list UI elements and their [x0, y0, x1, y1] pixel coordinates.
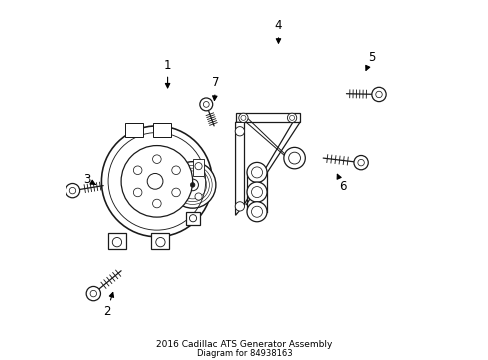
Circle shape — [371, 87, 386, 102]
FancyBboxPatch shape — [124, 123, 142, 137]
Circle shape — [246, 202, 266, 222]
Circle shape — [171, 188, 180, 197]
Circle shape — [121, 145, 192, 217]
Polygon shape — [185, 212, 200, 225]
Text: 5: 5 — [365, 51, 374, 71]
Circle shape — [200, 98, 212, 111]
Circle shape — [353, 156, 367, 170]
Circle shape — [195, 163, 202, 170]
Circle shape — [287, 113, 296, 122]
Text: 1: 1 — [163, 59, 171, 88]
Text: 6: 6 — [336, 174, 346, 193]
Circle shape — [246, 162, 266, 183]
Polygon shape — [108, 233, 125, 249]
Text: 3: 3 — [82, 173, 95, 186]
Circle shape — [235, 127, 244, 136]
Circle shape — [152, 155, 161, 163]
Circle shape — [190, 183, 195, 187]
Text: 4: 4 — [274, 19, 282, 43]
Circle shape — [195, 193, 202, 200]
Circle shape — [133, 188, 142, 197]
Circle shape — [101, 126, 212, 237]
Circle shape — [186, 179, 198, 191]
Circle shape — [133, 166, 142, 175]
Text: 7: 7 — [212, 76, 219, 100]
Circle shape — [156, 238, 165, 247]
FancyBboxPatch shape — [153, 123, 171, 137]
Circle shape — [238, 113, 247, 122]
Circle shape — [171, 166, 180, 175]
Circle shape — [169, 162, 215, 208]
Polygon shape — [235, 122, 244, 215]
Circle shape — [86, 287, 100, 301]
Text: 2016 Cadillac ATS Generator Assembly: 2016 Cadillac ATS Generator Assembly — [156, 340, 332, 349]
Circle shape — [235, 202, 244, 211]
Text: 2: 2 — [103, 292, 113, 318]
Circle shape — [152, 199, 161, 208]
Polygon shape — [151, 233, 169, 249]
Circle shape — [189, 215, 196, 222]
Circle shape — [283, 147, 305, 169]
Circle shape — [65, 184, 80, 198]
Circle shape — [147, 174, 163, 189]
Circle shape — [112, 238, 122, 247]
FancyBboxPatch shape — [193, 158, 203, 176]
Text: Diagram for 84938163: Diagram for 84938163 — [196, 349, 292, 358]
Circle shape — [246, 182, 266, 202]
Polygon shape — [235, 113, 299, 122]
